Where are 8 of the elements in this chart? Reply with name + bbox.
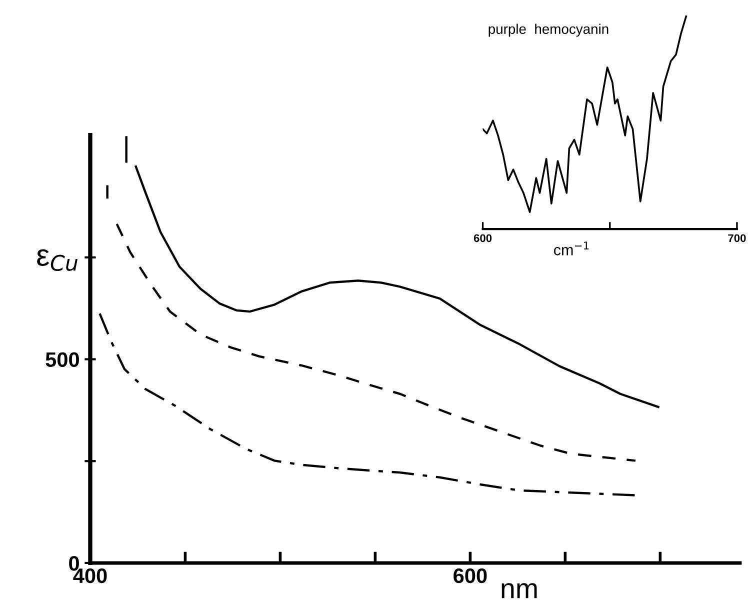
x-tick-label: 600 bbox=[454, 568, 487, 584]
x-tick-label: 700 bbox=[728, 234, 746, 242]
y-tick-label: 500 bbox=[46, 352, 79, 367]
x-axis-title: cm$^{−1}$ bbox=[554, 242, 589, 256]
chart-title: purple hemocyanin bbox=[488, 24, 608, 37]
x-tick-label: 600 bbox=[474, 234, 492, 242]
x-axis-title: nm bbox=[502, 583, 537, 598]
y-axis-title: ε$_{Cu}$ bbox=[37, 249, 78, 271]
